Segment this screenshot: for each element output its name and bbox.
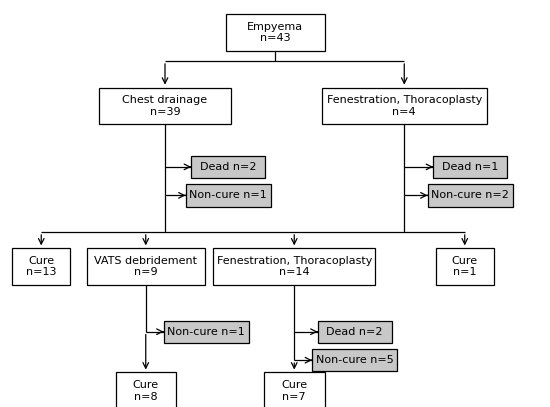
Text: Dead n=2: Dead n=2 [200, 162, 256, 172]
Text: Non-cure n=2: Non-cure n=2 [431, 190, 509, 200]
Text: VATS debridement
n=9: VATS debridement n=9 [94, 256, 197, 278]
FancyBboxPatch shape [191, 155, 265, 178]
FancyBboxPatch shape [12, 248, 70, 285]
FancyBboxPatch shape [433, 155, 507, 178]
Text: Cure
n=7: Cure n=7 [281, 380, 307, 402]
Text: Cure
n=8: Cure n=8 [133, 380, 159, 402]
FancyBboxPatch shape [264, 372, 324, 407]
FancyBboxPatch shape [116, 372, 176, 407]
Text: Dead n=2: Dead n=2 [327, 327, 383, 337]
Text: Chest drainage
n=39: Chest drainage n=39 [123, 95, 207, 117]
Text: Dead n=1: Dead n=1 [442, 162, 498, 172]
Text: Cure
n=1: Cure n=1 [452, 256, 478, 278]
Text: Fenestration, Thoracoplasty
n=14: Fenestration, Thoracoplasty n=14 [217, 256, 372, 278]
FancyBboxPatch shape [322, 88, 487, 124]
Text: Empyema
n=43: Empyema n=43 [247, 22, 303, 44]
FancyBboxPatch shape [164, 321, 249, 343]
FancyBboxPatch shape [213, 248, 376, 285]
FancyBboxPatch shape [312, 349, 397, 371]
Text: Fenestration, Thoracoplasty
n=4: Fenestration, Thoracoplasty n=4 [327, 95, 482, 117]
FancyBboxPatch shape [428, 184, 513, 207]
FancyBboxPatch shape [185, 184, 271, 207]
Text: Cure
n=13: Cure n=13 [26, 256, 57, 278]
Text: Non-cure n=5: Non-cure n=5 [316, 355, 394, 365]
Text: Non-cure n=1: Non-cure n=1 [167, 327, 245, 337]
FancyBboxPatch shape [99, 88, 231, 124]
FancyBboxPatch shape [318, 321, 392, 343]
FancyBboxPatch shape [226, 14, 324, 51]
FancyBboxPatch shape [436, 248, 494, 285]
FancyBboxPatch shape [87, 248, 205, 285]
Text: Non-cure n=1: Non-cure n=1 [189, 190, 267, 200]
